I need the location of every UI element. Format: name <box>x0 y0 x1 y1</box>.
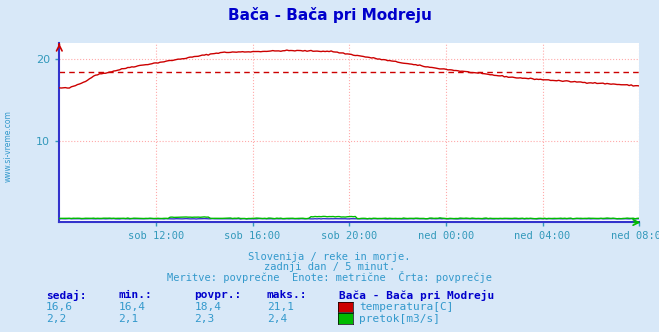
Text: sedaj:: sedaj: <box>46 290 86 301</box>
Text: 21,1: 21,1 <box>267 302 294 312</box>
Text: www.si-vreme.com: www.si-vreme.com <box>4 110 13 182</box>
Text: Slovenija / reke in morje.: Slovenija / reke in morje. <box>248 252 411 262</box>
Text: 2,1: 2,1 <box>119 314 139 324</box>
Text: maks.:: maks.: <box>267 290 307 300</box>
Text: povpr.:: povpr.: <box>194 290 242 300</box>
Text: pretok[m3/s]: pretok[m3/s] <box>359 314 440 324</box>
Text: min.:: min.: <box>119 290 152 300</box>
Text: 2,4: 2,4 <box>267 314 287 324</box>
Text: zadnji dan / 5 minut.: zadnji dan / 5 minut. <box>264 262 395 272</box>
Text: Meritve: povprečne  Enote: metrične  Črta: povprečje: Meritve: povprečne Enote: metrične Črta:… <box>167 271 492 283</box>
Text: 2,3: 2,3 <box>194 314 215 324</box>
Text: Bača - Bača pri Modreju: Bača - Bača pri Modreju <box>227 7 432 23</box>
Text: 2,2: 2,2 <box>46 314 67 324</box>
Text: temperatura[C]: temperatura[C] <box>359 302 453 312</box>
Text: 16,6: 16,6 <box>46 302 73 312</box>
Text: 18,4: 18,4 <box>194 302 221 312</box>
Text: 16,4: 16,4 <box>119 302 146 312</box>
Text: Bača - Bača pri Modreju: Bača - Bača pri Modreju <box>339 290 495 301</box>
